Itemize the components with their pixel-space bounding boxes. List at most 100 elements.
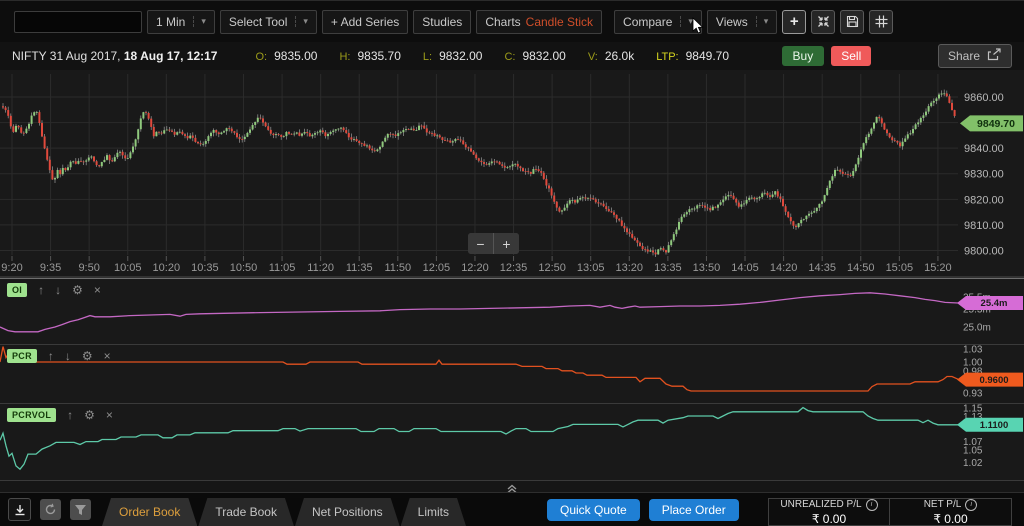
y-axis-tick-label: 0.93 [963,388,983,399]
x-axis-tick-label: 13:05 [577,262,605,274]
net-pl-label: NET P/L [923,499,962,510]
buy-button[interactable]: Buy [781,46,825,66]
place-order-button[interactable]: Place Order [648,498,739,521]
pcr-indicator-panel[interactable]: PCR ↑ ↓ ⚙ × 1.03 1.00 0.98 0.93 0.9600 [0,344,1024,403]
up-icon[interactable]: ↑ [67,408,74,422]
add-series-button[interactable]: + Add Series [321,9,409,34]
down-icon[interactable]: ↓ [55,283,62,297]
zoom-in-button[interactable]: + [493,233,519,254]
gear-icon[interactable]: ⚙ [84,408,95,422]
gear-icon[interactable]: ⚙ [72,283,83,297]
pcrvol-chart-svg[interactable]: 1.151.13 1.071.05 1.02 1.1100 [0,404,1024,482]
y-axis-tick-label: 1.02 [963,458,983,469]
tab-order-book[interactable]: Order Book [102,498,197,526]
order-tabs: Order Book Trade Book Net Positions Limits [102,498,467,526]
chevron-down-icon: ▾ [680,16,693,27]
unrealized-pl-label: UNREALIZED P/L [780,499,862,510]
select-tool-dropdown[interactable]: Select Tool ▾ [219,9,317,34]
x-axis-tick-label: 11:50 [384,262,411,274]
collapse-arrows-icon [817,15,830,28]
x-axis-tick-label: 12:05 [423,262,451,274]
last-price-badge: 9849.70 [960,115,1023,132]
timeframe-label: 1 Min [156,14,186,29]
save-chart-button[interactable] [840,9,865,34]
volume-value: V: 26.0k [587,49,635,63]
chevron-down-icon: ▾ [755,16,768,27]
x-axis-tick-label: 10:05 [114,262,142,274]
close-icon[interactable]: × [103,349,111,363]
y-axis-tick-label: 1.03 [963,345,983,355]
x-axis-tick-label: 9:35 [40,262,61,274]
open-value: O: 9835.00 [255,49,318,63]
x-axis-tick-label: 10:35 [191,262,219,274]
add-panel-button[interactable]: + [782,9,807,34]
select-tool-label: Select Tool [228,14,288,29]
info-icon: i [865,498,878,511]
x-axis-tick-label: 12:35 [500,262,528,274]
unrealized-pl-value: ₹ 0.00 [811,511,847,526]
timeframe-select[interactable]: 1 Min ▾ [147,9,215,34]
pcr-chart-svg[interactable]: 1.03 1.000.98 0.93 0.9600 [0,344,1024,404]
order-panel-bar: Order Book Trade Book Net Positions Limits … [0,492,1024,526]
panel-collapse-handle[interactable] [505,481,519,499]
refresh-button[interactable] [40,499,61,520]
studies-button[interactable]: Studies [413,9,472,34]
sell-button[interactable]: Sell [831,46,872,66]
pl-summary: UNREALIZED P/L i ₹ 0.00 NET P/L i ₹ 0.00 [768,498,1012,526]
chart-type-button[interactable]: Charts Candle Stick [476,9,603,34]
views-dropdown[interactable]: Views ▾ [706,9,778,34]
zoom-out-button[interactable]: − [468,233,493,254]
y-axis-tick-label: 9810.00 [964,220,1004,232]
share-button[interactable]: Share [937,44,1012,68]
close-icon[interactable]: × [93,283,101,297]
quick-quote-button[interactable]: Quick Quote [547,498,640,521]
symbol-info-bar: NIFTY 31 Aug 2017, 18 Aug 17, 12:17 O: 98… [0,42,1024,70]
x-axis-tick-label: 11:35 [346,262,373,274]
symbol-name: NIFTY 31 Aug 2017, 18 Aug 17, 12:17 [12,49,218,63]
ltp-value: LTP: 9849.70 [656,49,730,63]
views-label: Views [715,14,748,29]
x-axis-tick-label: 15:20 [924,262,952,274]
grid-icon [875,15,888,28]
x-axis-tick-label: 14:50 [847,262,875,274]
charts-label: Charts [485,14,521,29]
y-axis-tick-label: 0.98 [963,366,983,377]
tab-net-positions[interactable]: Net Positions [295,498,400,526]
svg-text:9849.70: 9849.70 [977,118,1015,130]
y-axis-tick-label: 1.00 [963,358,983,369]
filter-button[interactable] [70,499,91,520]
pcrvol-indicator-panel[interactable]: PCRVOL ↑ ⚙ × 1.15 1.13 1.07 1.05 1.02 1.1100 [0,403,1024,481]
download-button[interactable] [8,498,31,521]
x-axis-tick-label: 10:20 [153,262,181,274]
plus-icon: + [789,13,799,30]
x-axis-tick-label: 13:35 [654,262,682,274]
up-icon[interactable]: ↑ [47,349,54,363]
price-chart-svg[interactable]: 9:20 9:35 9:50 10:05 10:20 10:35 10:50 11:05 11:… [0,70,1024,278]
symbol-search-input[interactable] [14,10,142,33]
oi-label-badge: OI [7,283,28,297]
pcr-label-badge: PCR [7,349,37,363]
up-icon[interactable]: ↑ [38,283,45,297]
save-icon [846,15,859,28]
share-icon [987,48,1002,64]
chevron-down-icon: ▾ [295,16,308,27]
grid-layout-button[interactable] [869,9,894,34]
low-value: L: 9832.00 [422,49,483,63]
tab-limits[interactable]: Limits [401,498,466,526]
tab-trade-book[interactable]: Trade Book [198,498,294,526]
price-chart-panel[interactable]: 9:20 9:35 9:50 10:05 10:20 10:35 10:50 11:05 11:… [0,70,1024,278]
y-axis-tick-label: 9800.00 [964,245,1004,257]
add-series-label: + Add Series [330,14,400,29]
compare-label: Compare [623,14,673,29]
y-axis-tick-label: 9820.00 [964,194,1004,206]
close-icon[interactable]: × [105,408,113,422]
svg-text:25.4m: 25.4m [981,298,1008,309]
compare-dropdown[interactable]: Compare ▾ [614,9,702,34]
x-axis-tick-label: 11:05 [269,262,296,274]
collapse-expand-button[interactable] [811,9,836,34]
down-icon[interactable]: ↓ [64,349,71,363]
gear-icon[interactable]: ⚙ [81,349,93,363]
